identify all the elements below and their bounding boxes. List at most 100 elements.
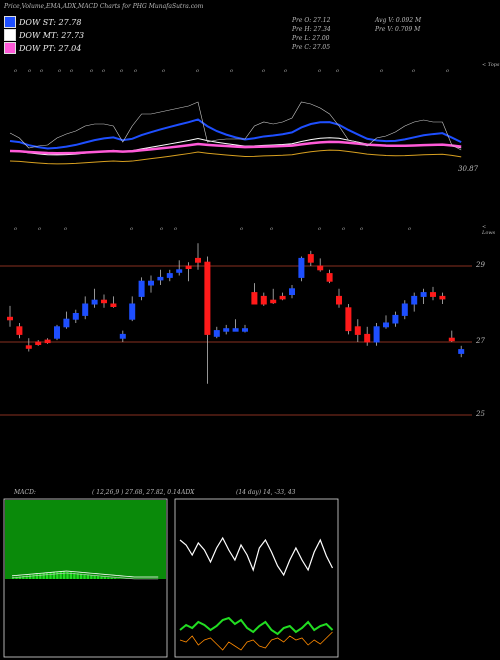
macd-bar (32, 574, 35, 579)
minus-di-line (179, 631, 333, 651)
candle-body (25, 345, 32, 349)
candle-body (260, 295, 267, 305)
candle-body (54, 326, 60, 339)
ema-lines (9, 101, 462, 165)
macd-bar (59, 571, 62, 579)
top-marker: o (40, 68, 43, 74)
candle-body (430, 292, 436, 297)
low-marker: o (270, 226, 273, 232)
macd-signal-line (11, 572, 159, 580)
prev-open: Pre O: 27.12 (292, 17, 331, 24)
low-marker: o (174, 226, 177, 232)
top-marker: o (28, 68, 31, 74)
macd-bar (90, 575, 93, 579)
top-marker: o (102, 68, 105, 74)
macd-bar (100, 576, 103, 579)
chart-title: Price,Volume,EMA,ADX,MACD Charts for PHG… (4, 3, 204, 10)
candle-body (420, 292, 427, 297)
candle-body (401, 303, 408, 316)
top-marker: o (412, 68, 415, 74)
macd-bar (12, 577, 15, 579)
adx-panel-frame (174, 498, 339, 658)
candle-body (35, 341, 42, 345)
candle-body (373, 326, 380, 343)
lows-tag: < Lows (482, 224, 496, 236)
macd-bar (56, 571, 59, 579)
macd-bar (73, 572, 76, 579)
prev-volume: Pre V: 0.709 M (375, 26, 421, 33)
low-marker: o (64, 226, 67, 232)
y-tick-29: 29 (476, 261, 485, 269)
candle-body (439, 295, 446, 300)
candle-body (242, 328, 248, 332)
candle-body (213, 330, 220, 337)
top-marker: o (230, 68, 233, 74)
ema-line-blue (9, 118, 462, 150)
prev-high: Pre H: 27.34 (292, 26, 331, 33)
macd-bar (114, 578, 117, 579)
candle-body (326, 273, 333, 282)
price-line-gray (9, 101, 462, 151)
macd-bar (29, 575, 32, 579)
candle-body (232, 328, 239, 332)
top-marker: o (90, 68, 93, 74)
low-marker: o (342, 226, 345, 232)
candle-body (204, 261, 211, 335)
macd-bar (83, 574, 86, 579)
ema-line-orange (9, 149, 462, 165)
candle-body (16, 326, 23, 335)
candle-body (448, 337, 455, 342)
candle-body (44, 339, 51, 344)
macd-bar (49, 572, 52, 579)
y-tick-27: 27 (476, 337, 485, 345)
candle-body (336, 295, 342, 305)
legend-label-pt: DOW PT: 27.04 (19, 43, 82, 53)
macd-line (11, 570, 159, 578)
candle-body (129, 303, 136, 320)
prev-close: Pre C: 27.05 (292, 44, 331, 51)
candle-body (345, 307, 352, 332)
macd-bar (18, 576, 21, 579)
candle-body (298, 257, 305, 278)
candle-body (251, 292, 258, 305)
top-marker: o (70, 68, 73, 74)
legend-dow-pt: DOW PT: 27.04 (4, 42, 81, 54)
macd-lines (11, 570, 159, 580)
candle-body (148, 280, 154, 286)
legend-dow-st: DOW ST: 27.78 (4, 16, 81, 28)
candle-body (383, 322, 389, 328)
macd-bar (35, 574, 38, 579)
macd-bar (52, 571, 55, 579)
adx-label: ADX (181, 489, 195, 496)
candle-body (317, 265, 324, 271)
candle-body (223, 328, 230, 332)
macd-bar (66, 571, 69, 579)
candle-body (119, 333, 126, 339)
candle-body (307, 254, 314, 263)
low-marker: o (318, 226, 321, 232)
top-marker: o (284, 68, 287, 74)
macd-bar (97, 575, 100, 579)
legend-swatch-st (4, 16, 16, 28)
y-tick-25: 25 (476, 410, 485, 418)
low-marker: o (130, 226, 133, 232)
top-marker: o (58, 68, 61, 74)
macd-bar (107, 577, 110, 579)
low-marker: o (240, 226, 243, 232)
candle-body (364, 333, 371, 343)
low-marker: o (38, 226, 41, 232)
top-marker: o (162, 68, 165, 74)
candle-body (195, 257, 201, 263)
candle-body (157, 276, 164, 281)
top-marker: o (336, 68, 339, 74)
macd-bar (76, 573, 79, 579)
macd-params: ( 12,26,9 ) 27.68, 27.82, 0.14 (92, 489, 181, 496)
candle-body (354, 326, 361, 335)
adx-params: (14 day) 14, -33, 43 (236, 489, 296, 496)
top-marker: o (134, 68, 137, 74)
macd-bar (103, 576, 106, 579)
tops-tag: < Tops (482, 62, 500, 68)
top-marker: o (120, 68, 123, 74)
top-marker: o (446, 68, 449, 74)
